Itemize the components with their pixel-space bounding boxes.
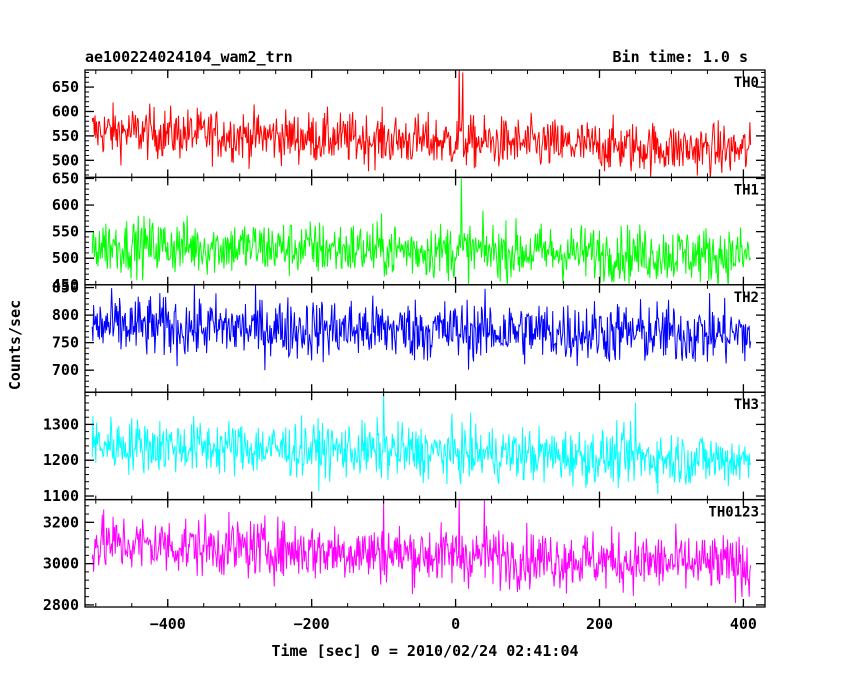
series-line-th0 xyxy=(91,70,752,178)
y-tick-label: 2800 xyxy=(43,596,79,614)
y-axis-label: Counts/sec xyxy=(6,300,24,390)
panel-th3: 1100 1200 1300 TH3 xyxy=(43,391,766,505)
y-tick-label: 750 xyxy=(52,334,79,352)
panel-th0123: 2800 3000 3200 TH0123 xyxy=(43,498,766,614)
x-tick-label: −200 xyxy=(294,615,330,633)
y-tick-label: 1300 xyxy=(43,415,79,433)
panel-th0: 500 550 600 650 TH0 xyxy=(52,69,766,179)
y-tick-label: 600 xyxy=(52,102,79,120)
y-tick-label: 1100 xyxy=(43,487,79,505)
y-tick-label: 550 xyxy=(52,127,79,145)
y-tick-label: 550 xyxy=(52,223,79,241)
panel-label-th3: TH3 xyxy=(734,397,759,413)
y-tick-label: 650 xyxy=(52,169,79,187)
series-line-th0123 xyxy=(91,499,752,603)
panel-label-th0123: TH0123 xyxy=(708,505,759,521)
bin-time-label: Bin time: 1.0 s xyxy=(613,48,748,66)
y-tick-label: 500 xyxy=(52,249,79,267)
y-tick-label: 600 xyxy=(52,196,79,214)
series-line-th2 xyxy=(91,284,752,371)
panels-group: 500 550 600 650 TH0 450 500 550 600 650 TH1 700 750 8… xyxy=(43,69,766,614)
panel-label-th0: TH0 xyxy=(734,75,759,91)
panel-th2: 700 750 800 850 TH2 xyxy=(52,279,766,393)
panel-frame xyxy=(84,69,766,179)
panel-label-th1: TH1 xyxy=(734,182,759,198)
observation-id-label: ae100224024104_wam2_trn xyxy=(85,48,293,66)
series-line-th3 xyxy=(91,392,752,495)
y-tick-label: 3000 xyxy=(43,555,79,573)
x-tick-label: 0 xyxy=(451,615,460,633)
x-axis-label: Time [sec] 0 = 2010/02/24 02:41:04 xyxy=(271,642,578,660)
series-line-th1 xyxy=(91,178,752,285)
x-tick-label: −400 xyxy=(150,615,186,633)
y-tick-label: 850 xyxy=(52,279,79,297)
panel-label-th2: TH2 xyxy=(734,290,759,306)
y-tick-label: 500 xyxy=(52,151,79,169)
x-tick-label: 400 xyxy=(730,615,757,633)
x-tick-label: 200 xyxy=(586,615,613,633)
y-tick-label: 650 xyxy=(52,78,79,96)
y-tick-label: 450 xyxy=(52,276,79,294)
y-tick-label: 1200 xyxy=(43,451,79,469)
y-tick-label: 3200 xyxy=(43,513,79,531)
panel-th1: 450 500 550 600 650 TH1 xyxy=(52,169,766,294)
y-tick-label: 700 xyxy=(52,361,79,379)
x-axis: −400 −200 0 200 400 xyxy=(150,615,757,633)
panel-frame xyxy=(84,498,766,608)
y-tick-label: 800 xyxy=(52,306,79,324)
